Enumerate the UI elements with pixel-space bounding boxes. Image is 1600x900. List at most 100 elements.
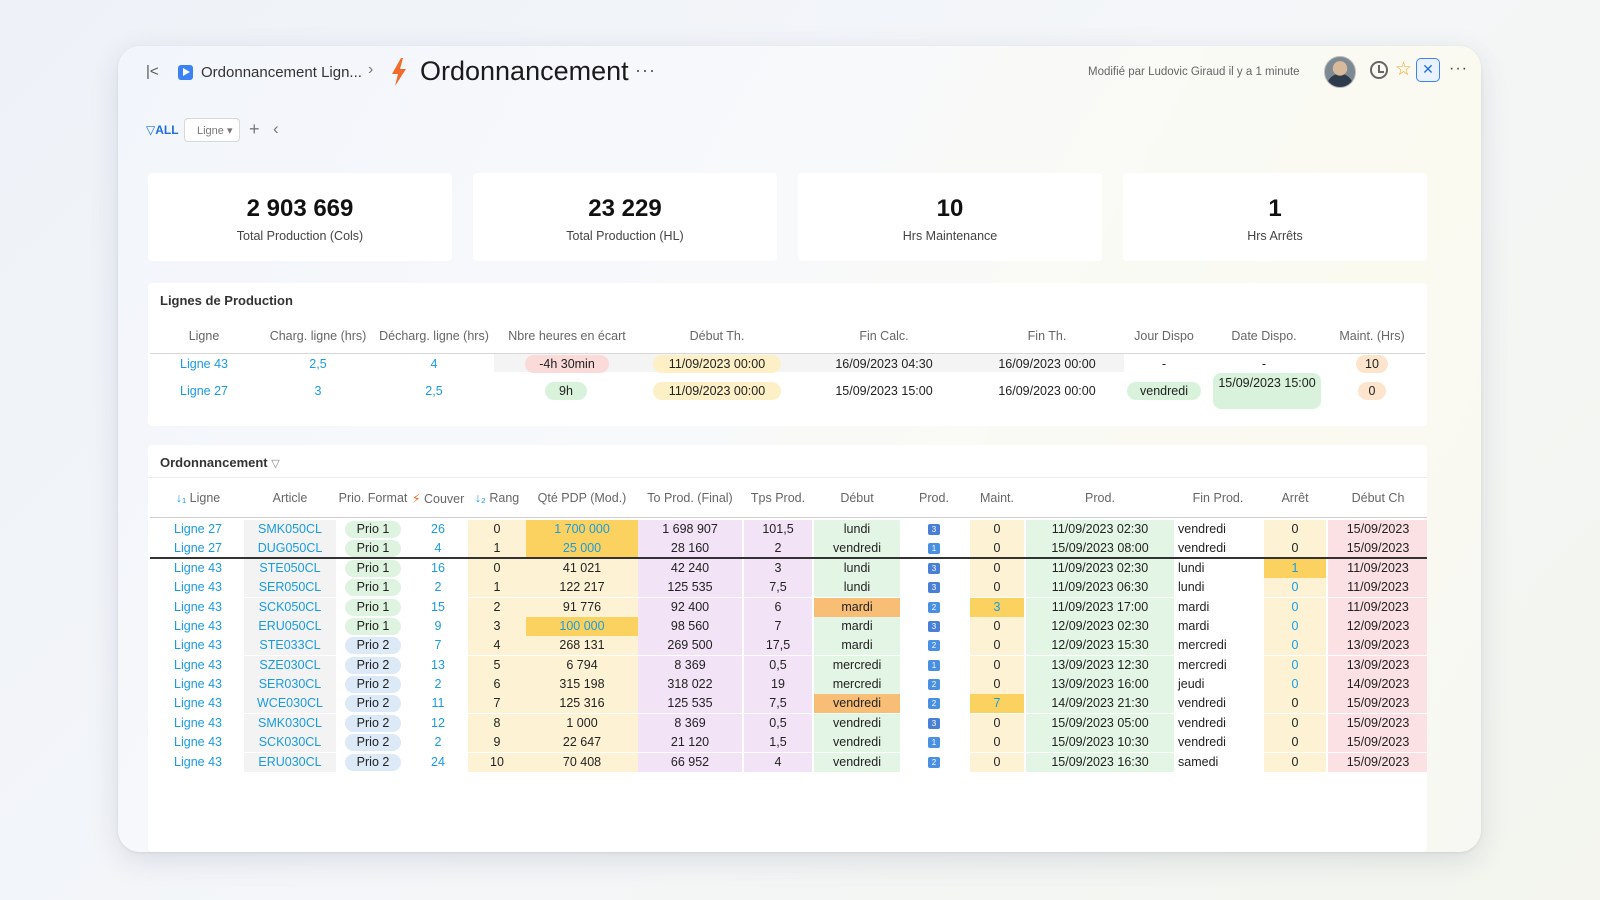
ligne-cell[interactable]: Ligne 43: [152, 578, 244, 597]
page-title: Ordonnancement: [420, 56, 629, 86]
col-header[interactable]: Début Th.: [689, 329, 745, 343]
col-header[interactable]: Début: [814, 491, 900, 505]
rang-cell: 2: [468, 598, 526, 617]
title-more-icon[interactable]: ···: [635, 60, 656, 80]
debut-ch-cell: 11/09/2023: [1328, 559, 1427, 578]
ligne-cell[interactable]: Ligne 43: [152, 636, 244, 655]
more-icon[interactable]: ···: [1449, 60, 1468, 77]
fin-prod-cell: vendredi: [1174, 520, 1262, 539]
col-header[interactable]: Article: [244, 491, 336, 505]
tools-icon[interactable]: ✕: [1416, 58, 1440, 82]
ligne-cell[interactable]: Ligne 43: [152, 675, 244, 694]
debut-cell: mardi: [814, 598, 900, 617]
kpi-card-arrets: 1 Hrs Arrêts: [1123, 173, 1427, 261]
col-header[interactable]: Fin Prod.: [1174, 491, 1262, 505]
col-header[interactable]: Nbre heures en écart: [508, 329, 626, 343]
debut-ch-cell: 15/09/2023: [1328, 753, 1427, 772]
article-cell[interactable]: WCE030CL: [244, 694, 336, 713]
ligne-link[interactable]: Ligne 43: [180, 357, 228, 371]
prod-badge: 2: [928, 679, 940, 691]
article-cell[interactable]: DUG050CL: [244, 539, 336, 558]
rang-cell: 5: [468, 656, 526, 675]
ligne-cell[interactable]: Ligne 43: [152, 598, 244, 617]
toprod-cell: 28 160: [638, 539, 742, 558]
ligne-cell[interactable]: Ligne 27: [152, 520, 244, 539]
article-cell[interactable]: SZE030CL: [244, 656, 336, 675]
col-header[interactable]: Maint. (Hrs): [1339, 329, 1405, 343]
tps-cell: 0,5: [744, 714, 812, 733]
col-header[interactable]: Jour Dispo: [1134, 329, 1194, 343]
toprod-cell: 92 400: [638, 598, 742, 617]
col-header[interactable]: ↓₂ Rang: [468, 491, 526, 505]
col-header[interactable]: Décharg. ligne (hrs): [379, 329, 489, 343]
chevron-left-icon[interactable]: ‹: [273, 119, 279, 138]
col-header[interactable]: Fin Calc.: [859, 329, 909, 343]
star-icon[interactable]: ☆: [1395, 59, 1413, 80]
ligne-cell[interactable]: Ligne 43: [152, 733, 244, 752]
filter-all-button[interactable]: ▽ALL: [146, 123, 179, 137]
couver-cell: 2: [408, 733, 468, 752]
article-cell[interactable]: ERU030CL: [244, 753, 336, 772]
col-header[interactable]: Charg. ligne (hrs): [269, 329, 367, 343]
col-header[interactable]: Fin Th.: [1027, 329, 1067, 343]
article-cell[interactable]: ERU050CL: [244, 617, 336, 636]
col-header-label: Prod.: [1085, 491, 1115, 505]
col-header[interactable]: Début Ch: [1328, 491, 1427, 505]
col-header[interactable]: ⚡ Couver: [408, 491, 468, 506]
col-header[interactable]: To Prod. (Final): [638, 491, 742, 505]
collapse-sidebar-icon[interactable]: |<: [146, 63, 159, 80]
ligne-cell[interactable]: Ligne 43: [152, 694, 244, 713]
prod-badge: 3: [928, 563, 940, 575]
ligne-cell[interactable]: Ligne 43: [152, 714, 244, 733]
ligne-link[interactable]: Ligne 27: [180, 384, 228, 398]
maint-cell: 0: [970, 714, 1024, 733]
fin-th-value: 16/09/2023 00:00: [998, 357, 1096, 371]
couver-cell: 9: [408, 617, 468, 636]
ligne-cell[interactable]: Ligne 43: [152, 753, 244, 772]
col-header[interactable]: Qté PDP (Mod.): [526, 491, 638, 505]
jour-dispo-value: -: [1161, 357, 1167, 371]
article-cell[interactable]: SCK050CL: [244, 598, 336, 617]
article-cell[interactable]: SMK050CL: [244, 520, 336, 539]
col-header[interactable]: ↓₁ Ligne: [152, 491, 244, 505]
col-header[interactable]: Prio. Format: [338, 491, 408, 505]
ligne-cell[interactable]: Ligne 43: [152, 559, 244, 578]
qte-cell: 25 000: [526, 539, 638, 558]
prod-cell: 3: [900, 559, 968, 578]
col-header[interactable]: Prod.: [1026, 491, 1174, 505]
debut-ch-cell: 11/09/2023: [1328, 578, 1427, 597]
article-cell[interactable]: SER050CL: [244, 578, 336, 597]
article-cell[interactable]: STE033CL: [244, 636, 336, 655]
qte-cell: 1 700 000: [526, 520, 638, 539]
col-header[interactable]: Arrêt: [1264, 491, 1326, 505]
ligne-cell[interactable]: Ligne 43: [152, 617, 244, 636]
col-header[interactable]: Tps Prod.: [744, 491, 812, 505]
charg-value: 2,5: [309, 357, 327, 371]
article-cell[interactable]: SMK030CL: [244, 714, 336, 733]
col-header-label: Fin Prod.: [1192, 491, 1244, 505]
ligne-cell[interactable]: Ligne 43: [152, 656, 244, 675]
top-bar: |< Ordonnancement Lign... › Ordonnanceme…: [118, 46, 1481, 102]
article-cell[interactable]: STE050CL: [244, 559, 336, 578]
prio-badge: Prio 2: [344, 754, 402, 771]
ligne-cell[interactable]: Ligne 27: [152, 539, 244, 558]
arret-cell: 0: [1264, 520, 1326, 539]
col-header[interactable]: Date Dispo.: [1231, 329, 1297, 343]
panel-title-text: Ordonnancement: [160, 455, 268, 470]
ligne-filter-select[interactable]: Ligne ▾: [184, 118, 240, 142]
debut-ch-cell: 15/09/2023: [1328, 520, 1427, 539]
filter-icon[interactable]: ▽: [271, 458, 280, 470]
arret-cell: 0: [1264, 733, 1326, 752]
col-header[interactable]: Maint.: [970, 491, 1024, 505]
kpi-card-total-cols: 2 903 669 Total Production (Cols): [148, 173, 452, 261]
article-cell[interactable]: SER030CL: [244, 675, 336, 694]
col-header[interactable]: Ligne: [188, 329, 220, 343]
rang-cell: 10: [468, 753, 526, 772]
avatar[interactable]: [1324, 56, 1356, 88]
debut-ch-cell: 11/09/2023: [1328, 598, 1427, 617]
article-cell[interactable]: SCK030CL: [244, 733, 336, 752]
history-icon[interactable]: [1370, 61, 1388, 79]
col-header[interactable]: Prod.: [900, 491, 968, 505]
add-filter-icon[interactable]: +: [249, 119, 260, 139]
breadcrumb-parent[interactable]: Ordonnancement Lign...: [201, 64, 362, 81]
